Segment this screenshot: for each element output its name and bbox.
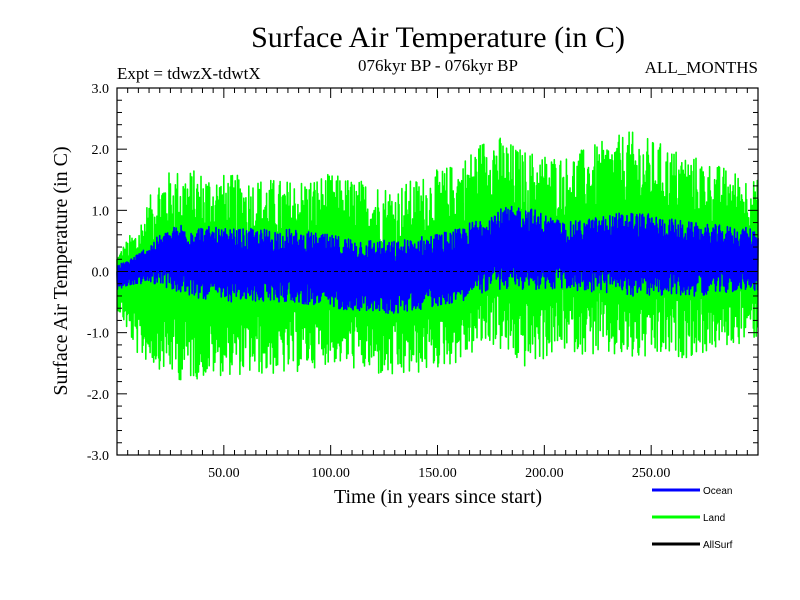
- x-tick-label: 50.00: [208, 466, 240, 481]
- series-land-line: [116, 131, 759, 381]
- plot-area: [116, 131, 759, 381]
- x-axis-label: Time (in years since start): [334, 486, 542, 508]
- series-ocean-line: [116, 205, 759, 314]
- y-axis-label: Surface Air Temperature (in C): [50, 146, 72, 395]
- y-tick-label: -1.0: [87, 327, 109, 342]
- legend-label-allsurf: AllSurf: [703, 540, 733, 551]
- axes: 50.00 100.00 150.00 200.00 250.00 -3.0 -2.0 -1.…: [87, 82, 759, 481]
- x-tick-label: 100.00: [311, 466, 350, 481]
- x-tick-label: 200.00: [525, 466, 564, 481]
- chart-title: Surface Air Temperature (in C): [251, 21, 625, 54]
- experiment-label: Expt = tdwzX-tdwtX: [117, 64, 261, 83]
- season-label: ALL_MONTHS: [645, 58, 758, 77]
- y-tick-label: 1.0: [92, 204, 110, 219]
- y-tick-label: 2.0: [92, 143, 110, 158]
- y-tick-label: -2.0: [87, 388, 109, 403]
- legend-label-land: Land: [703, 513, 725, 524]
- x-tick-label: 150.00: [418, 466, 457, 481]
- legend: Ocean Land AllSurf: [652, 486, 733, 551]
- y-tick-label: 3.0: [92, 82, 110, 97]
- y-tick-label: 0.0: [92, 266, 110, 281]
- legend-label-ocean: Ocean: [703, 486, 732, 497]
- y-tick-label: -3.0: [87, 449, 109, 464]
- chart-subtitle: 076kyr BP - 076kyr BP: [358, 56, 518, 75]
- x-tick-label: 250.00: [632, 466, 671, 481]
